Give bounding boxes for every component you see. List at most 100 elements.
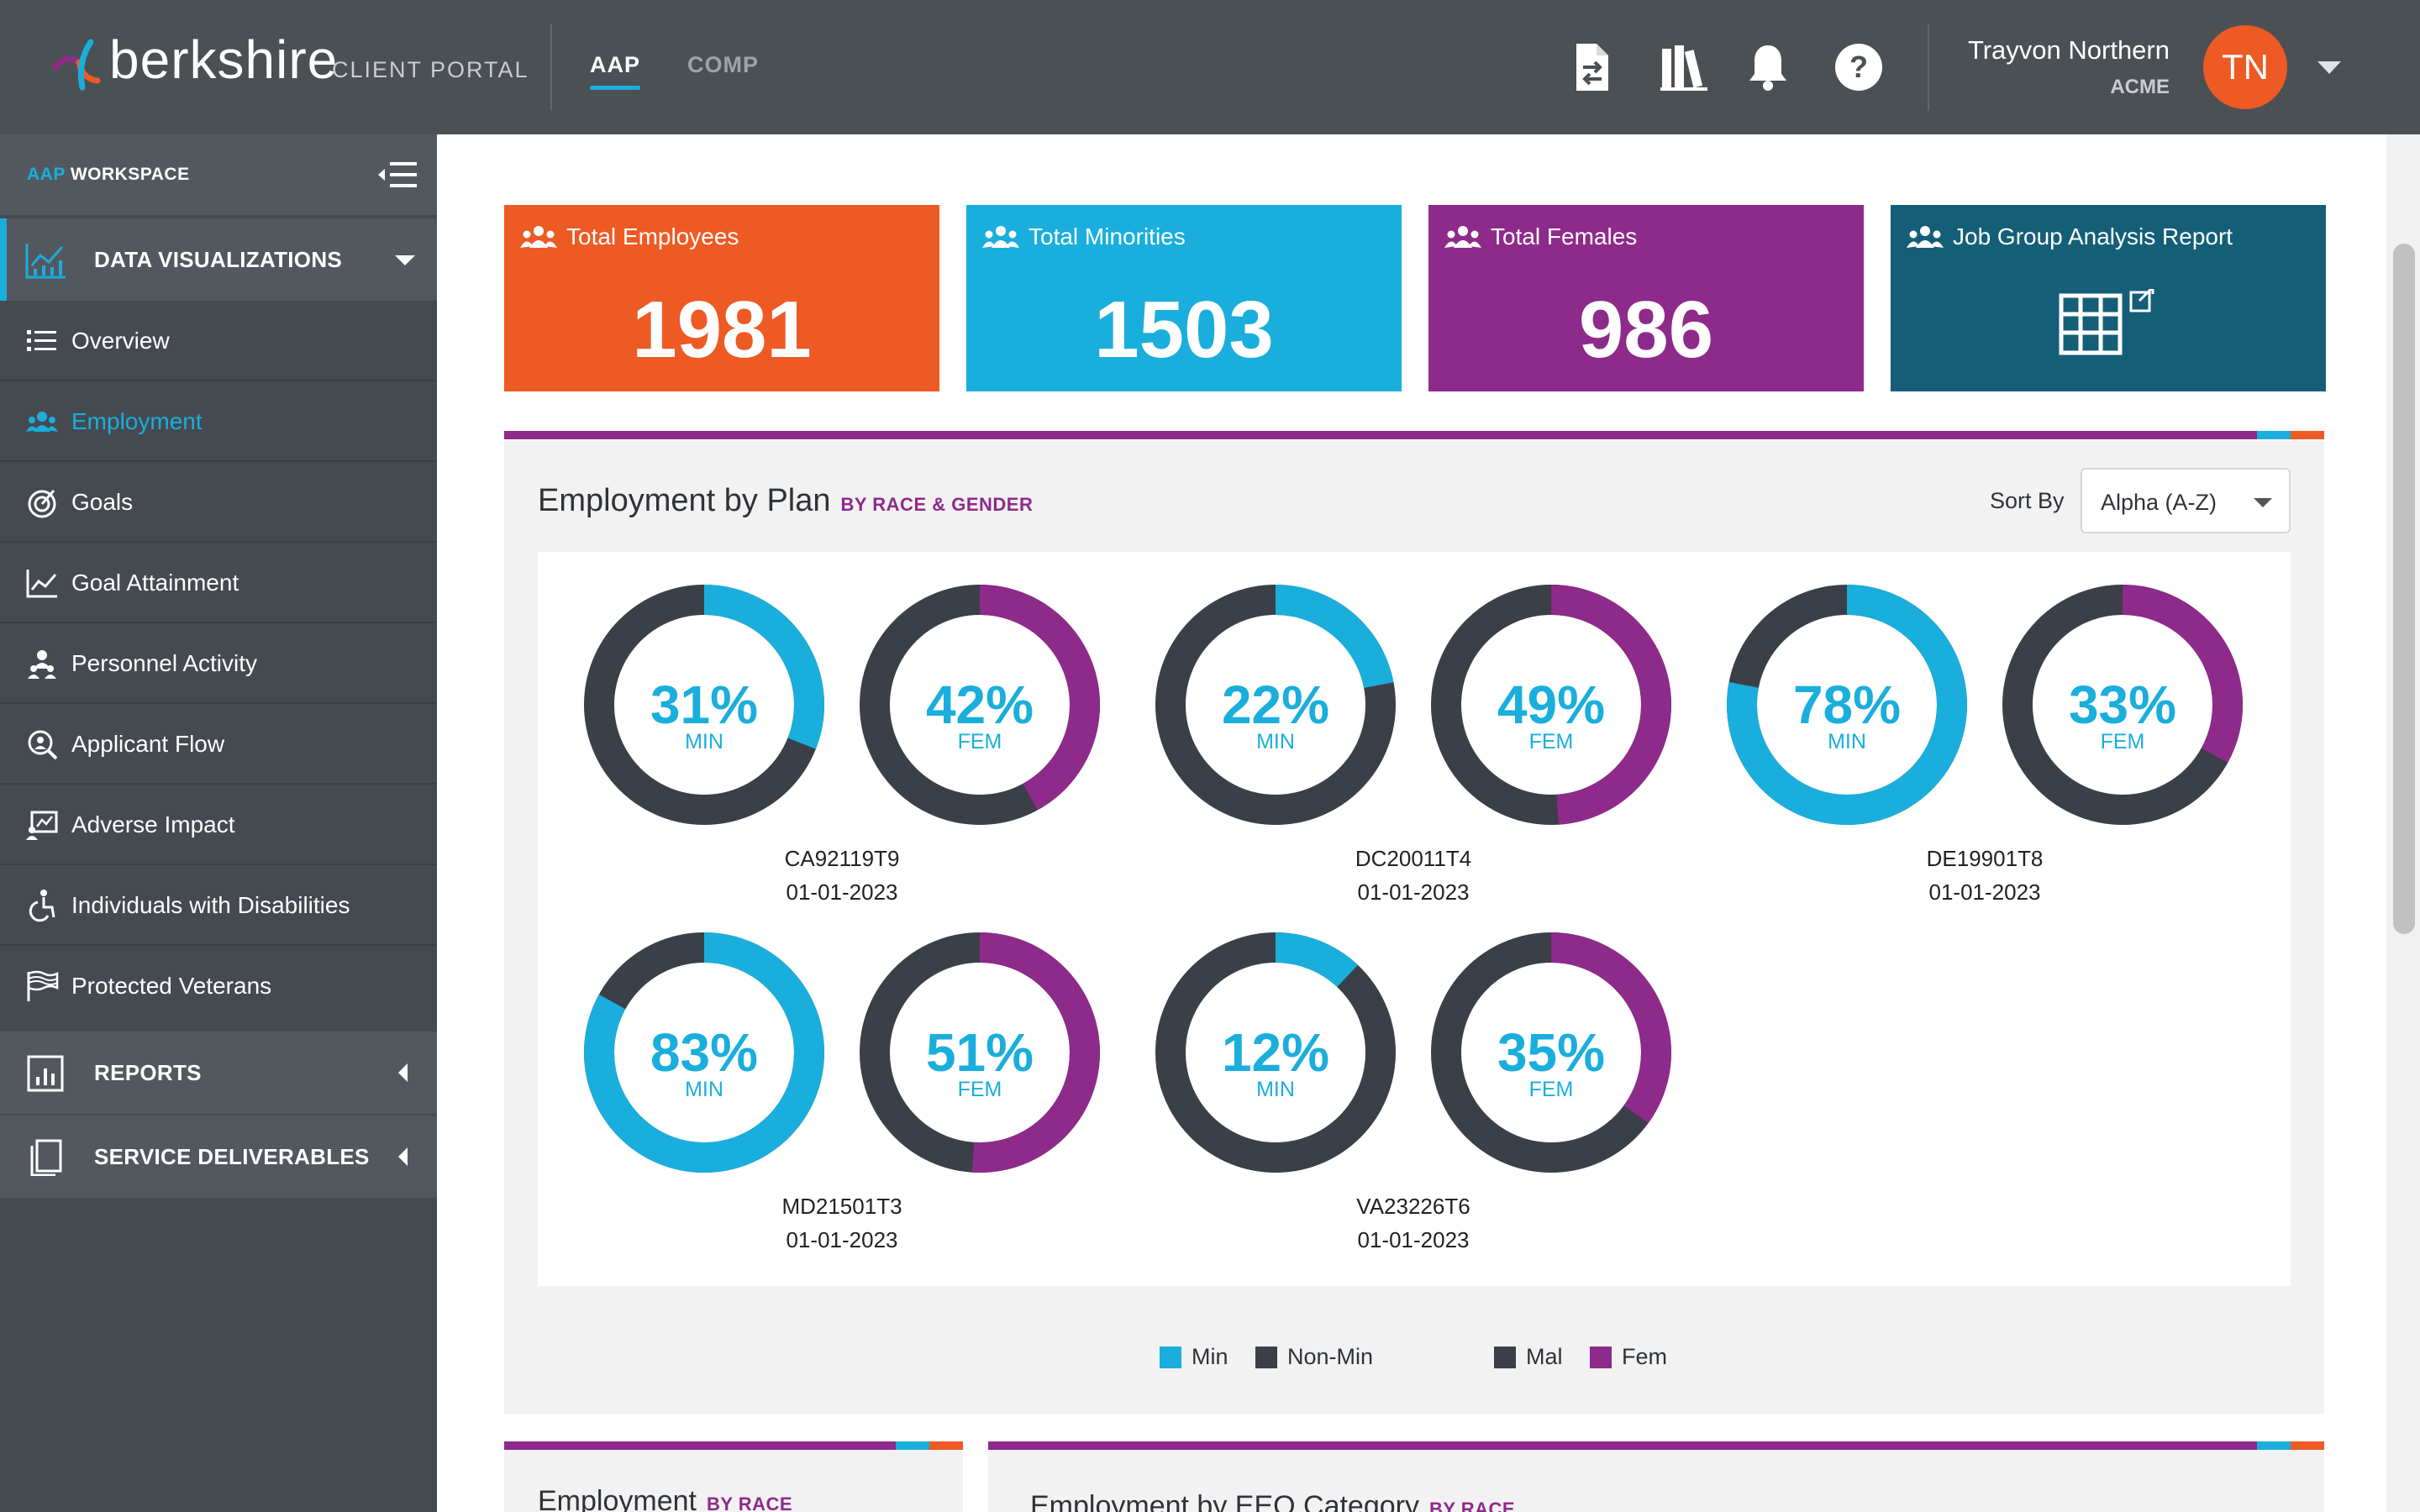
lower-panel-title: Employment BY RACE [538,1485,792,1512]
legend-non-min[interactable]: Non-Min [1255,1344,1373,1370]
donut-percent: 42% [926,675,1034,735]
legend-label: Mal [1526,1344,1563,1369]
berkshire-logo-icon[interactable] [49,37,104,101]
stat-label: Job Group Analysis Report [1953,223,2233,249]
donut-segment [1155,932,1396,1173]
sidebar-item-individuals-with-disabilities[interactable]: Individuals with Disabilities [0,865,437,946]
sidebar-item-label: Individuals with Disabilities [71,892,350,918]
legend-min[interactable]: Min [1160,1344,1228,1370]
donut-fem-DC20011T4[interactable]: 49%FEM [1431,585,1671,825]
plan-date: 01-01-2023 [1358,1227,1470,1252]
library-icon[interactable] [1657,40,1711,94]
donut-label: MIN [1256,1078,1295,1101]
donut-percent: 12% [1222,1022,1329,1083]
report-icon [27,1055,64,1092]
sidebar-item-employment[interactable]: Employment [0,381,437,462]
people-icon [26,412,58,432]
sort-select[interactable]: Alpha (A-Z) [2081,468,2291,533]
legend-swatch [1494,1346,1516,1368]
legend-fem[interactable]: Fem [1590,1344,1667,1370]
donut-fem-DE19901T8[interactable]: 33%FEM [2002,585,2243,825]
sidebar-group-service-deliverables[interactable]: SERVICE DELIVERABLES [0,1116,437,1198]
sort-label: Sort By [1990,488,2065,513]
donut-label: FEM [1529,1078,1574,1101]
avatar[interactable]: TN [2203,25,2287,109]
lower-panel-subtitle: BY RACE [706,1494,793,1512]
donut-label: MIN [1828,730,1866,753]
stat-total-females[interactable]: Total Females 986 [1428,205,1864,391]
donut-min-DC20011T4[interactable]: 22%MIN [1155,585,1396,825]
donut-label: MIN [1256,730,1295,753]
legend-label: Non-Min [1287,1344,1374,1369]
donut-fem-VA23226T6[interactable]: 35%FEM [1431,932,1671,1173]
search-person-icon [28,730,58,760]
legend-mal[interactable]: Mal [1494,1344,1563,1370]
stat-label: Total Employees [566,223,739,249]
stat-label: Total Minorities [1028,223,1186,249]
donut-label: MIN [685,1078,723,1101]
donut-segment [584,585,824,825]
sidebar-group-reports[interactable]: REPORTS [0,1032,437,1114]
plan-id: DE19901T8 [1927,846,2044,871]
donut-segment [1155,585,1396,825]
sidebar-item-personnel-activity[interactable]: Personnel Activity [0,623,437,704]
portal-label: CLIENT PORTAL [332,57,529,82]
lower-panel-title-text: Employment by EEO Category [1030,1490,1419,1512]
flag-icon [27,970,59,1001]
sidebar-item-applicant-flow[interactable]: Applicant Flow [0,704,437,785]
sidebar-item-label: Employment [71,408,203,434]
donut-min-VA23226T6[interactable]: 12%MIN [1155,932,1396,1173]
sidebar-item-goals[interactable]: Goals [0,462,437,543]
lower-panel-title: Employment by EEO Category BY RACE [1030,1490,1515,1512]
donut-percent: 83% [650,1022,758,1083]
document-transfer-icon[interactable] [1565,40,1618,94]
tab-aap[interactable]: AAP [590,52,641,90]
personnel-icon [28,650,56,679]
stat-label: Total Females [1491,223,1638,249]
chevron-down-icon[interactable] [2317,61,2341,74]
stat-total-minorities[interactable]: Total Minorities 1503 [966,205,1402,391]
logo-text[interactable]: berkshire [109,29,339,90]
people-icon [520,226,557,248]
donut-segment [1727,585,1967,825]
user-name[interactable]: Trayvon Northern [1967,35,2170,65]
bell-icon[interactable] [1741,40,1795,94]
chevron-left-icon[interactable] [398,1147,408,1166]
lower-panel-title-text: Employment [538,1485,697,1512]
table-external-link-icon[interactable] [2059,289,2160,356]
donut-percent: 78% [1793,675,1901,735]
stat-job-group-analysis-report[interactable]: Job Group Analysis Report [1891,205,2326,391]
sidebar-item-label: Adverse Impact [71,811,235,837]
sidebar-item-goal-attainment[interactable]: Goal Attainment [0,543,437,623]
donut-min-MD21501T3[interactable]: 83%MIN [584,932,824,1173]
sidebar-group-data-visualizations[interactable]: DATA VISUALIZATIONS [0,218,437,301]
sidebar-item-label: Protected Veterans [71,973,272,999]
sidebar-item-adverse-impact[interactable]: Adverse Impact [0,785,437,865]
donut-min-CA92119T9[interactable]: 31%MIN [584,585,824,825]
donut-percent: 31% [650,675,758,735]
donut-percent: 35% [1497,1022,1605,1083]
donut-label: FEM [958,730,1002,753]
donut-min-DE19901T8[interactable]: 78%MIN [1727,585,1967,825]
documents-icon [30,1139,62,1176]
workspace-title: AAP WORKSPACE [27,165,190,185]
donut-segment [860,932,1100,1173]
donut-fem-CA92119T9[interactable]: 42%FEM [860,585,1100,825]
sidebar-item-label: Applicant Flow [71,731,225,757]
sidebar-item-label: Overview [71,328,170,354]
chevron-left-icon[interactable] [398,1063,408,1082]
donut-fem-MD21501T3[interactable]: 51%FEM [860,932,1100,1173]
collapse-sidebar-icon[interactable] [376,160,418,190]
donut-label: MIN [685,730,723,753]
sidebar-item-protected-veterans[interactable]: Protected Veterans [0,946,437,1026]
sidebar-item-label: Goals [71,489,134,515]
stat-total-employees[interactable]: Total Employees 1981 [504,205,939,391]
chevron-down-icon[interactable] [395,255,415,265]
tab-comp[interactable]: COMP [687,52,759,77]
scrollbar-thumb[interactable] [2393,244,2415,934]
sidebar-item-overview[interactable]: Overview [0,301,437,381]
help-icon[interactable]: ? [1832,40,1886,94]
plan-id: CA92119T9 [785,846,900,871]
accessibility-icon [29,890,55,922]
sort-value: Alpha (A-Z) [2101,490,2217,515]
